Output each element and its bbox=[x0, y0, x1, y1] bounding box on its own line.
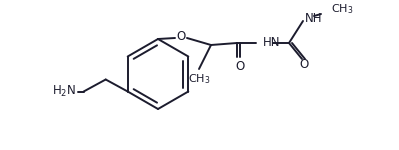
Text: HN: HN bbox=[263, 36, 280, 50]
Text: H$_2$N: H$_2$N bbox=[51, 84, 76, 99]
Text: O: O bbox=[235, 60, 245, 72]
Text: CH$_3$: CH$_3$ bbox=[331, 2, 354, 16]
Text: NH: NH bbox=[305, 12, 322, 24]
Text: CH$_3$: CH$_3$ bbox=[188, 72, 210, 86]
Text: O: O bbox=[299, 57, 308, 70]
Text: O: O bbox=[176, 30, 186, 44]
